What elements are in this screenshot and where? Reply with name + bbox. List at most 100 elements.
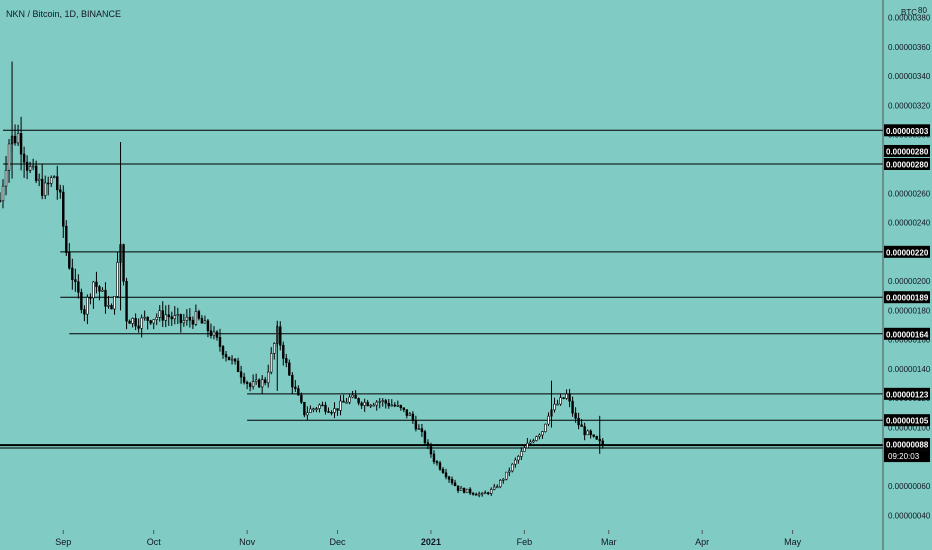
candle-body — [22, 153, 26, 163]
level-badge-bg — [884, 327, 930, 340]
candle-body — [233, 358, 237, 362]
candle-body — [381, 400, 384, 402]
candle-body — [167, 314, 170, 318]
candle-body — [7, 143, 11, 171]
candle-body — [405, 409, 409, 416]
candle-body — [224, 354, 228, 358]
time-tick-label: Sep — [55, 537, 71, 547]
candle-body — [164, 314, 167, 321]
horizontal-levels — [0, 129, 883, 449]
candle-body — [98, 286, 101, 292]
candle-body — [176, 314, 180, 316]
candle-body — [387, 402, 390, 407]
candle-body — [215, 331, 219, 338]
candle-body — [336, 408, 339, 411]
candle-body — [86, 297, 89, 315]
candle-body — [342, 400, 345, 403]
candle-body — [110, 305, 113, 310]
candle-body — [221, 346, 225, 355]
candle-body — [19, 133, 23, 155]
candle-body — [263, 379, 267, 384]
candle-body — [131, 318, 134, 324]
candle-body — [257, 379, 261, 388]
candle-body — [496, 486, 499, 489]
candle-body — [487, 492, 490, 495]
time-tick-label: Dec — [330, 537, 347, 547]
candle-body — [538, 434, 541, 437]
candle-body — [508, 470, 511, 473]
level-badge: 0.00000105 — [886, 417, 929, 426]
candle-body — [411, 413, 415, 421]
candle-body — [206, 320, 210, 332]
candle-body — [254, 379, 258, 383]
candle-body — [227, 356, 231, 361]
level-badge: 0.00000189 — [886, 294, 929, 303]
candle-body — [92, 281, 95, 299]
candle-body — [414, 420, 418, 430]
candle-body — [170, 316, 173, 320]
level-badge-bg — [884, 157, 930, 170]
candle-body — [116, 262, 119, 297]
candle-body — [351, 394, 354, 398]
candle-body — [348, 396, 351, 403]
candle-body — [535, 436, 538, 441]
candle-body — [236, 360, 240, 373]
candle-body — [173, 315, 176, 320]
price-tick-label: 0.00000040 — [888, 511, 931, 520]
candle-body — [447, 476, 451, 480]
candle-body — [490, 489, 493, 494]
candle-body — [559, 397, 562, 405]
candle-body — [149, 320, 152, 324]
price-tick-label: 0.00000060 — [888, 482, 931, 491]
candle-body — [456, 485, 460, 491]
time-tick-label: May — [784, 537, 802, 547]
candle-body — [330, 412, 333, 414]
candle-body — [297, 388, 300, 396]
candle-body — [565, 393, 568, 399]
level-badge: 0.00000123 — [886, 390, 929, 399]
level-badge-bg — [884, 124, 930, 137]
candle-body — [499, 480, 502, 488]
price-tick-label: 0.00000140 — [888, 365, 931, 374]
candle-body — [453, 482, 457, 487]
candle-body — [212, 331, 216, 336]
candle-body — [291, 374, 294, 388]
candle-body — [242, 376, 246, 383]
price-level-badges: 0.00000303 0.00000280 0.00000280 0.00000220… — [884, 124, 930, 463]
candle-body — [179, 314, 183, 324]
time-tick-label: Nov — [239, 537, 256, 547]
candle-body — [77, 281, 80, 293]
level-badge-bg — [884, 144, 930, 157]
candle-body — [354, 394, 357, 399]
candle-body — [438, 462, 442, 470]
candle-body — [390, 404, 393, 407]
time-axis[interactable]: Sep Oct Nov Dec 2021 Feb Mar Apr May — [55, 530, 802, 547]
candle-body — [318, 404, 321, 409]
candle-body — [435, 461, 439, 464]
candle-body — [1, 185, 5, 202]
candle-body — [580, 424, 583, 427]
candle-body — [471, 492, 475, 495]
candle-body — [309, 408, 312, 413]
candle-body — [59, 189, 62, 193]
candle-body — [586, 430, 589, 436]
candle-body — [384, 400, 387, 404]
candle-body — [194, 311, 198, 325]
candle-body — [4, 169, 8, 187]
candle-body — [113, 296, 116, 310]
candle-body — [107, 305, 110, 307]
level-badge-bg — [884, 414, 930, 427]
candle-body — [402, 407, 406, 410]
candle-body — [315, 408, 318, 410]
candle-body — [80, 292, 83, 310]
candle-body — [312, 408, 315, 411]
price-tick-label: 0.00000160 — [888, 336, 931, 345]
candle-body — [152, 319, 155, 324]
candle-body — [408, 413, 412, 416]
candle-body — [532, 440, 535, 443]
candle-body — [245, 382, 249, 384]
candle-body — [197, 311, 201, 319]
candle-body — [426, 442, 430, 446]
candle-body — [505, 471, 508, 480]
